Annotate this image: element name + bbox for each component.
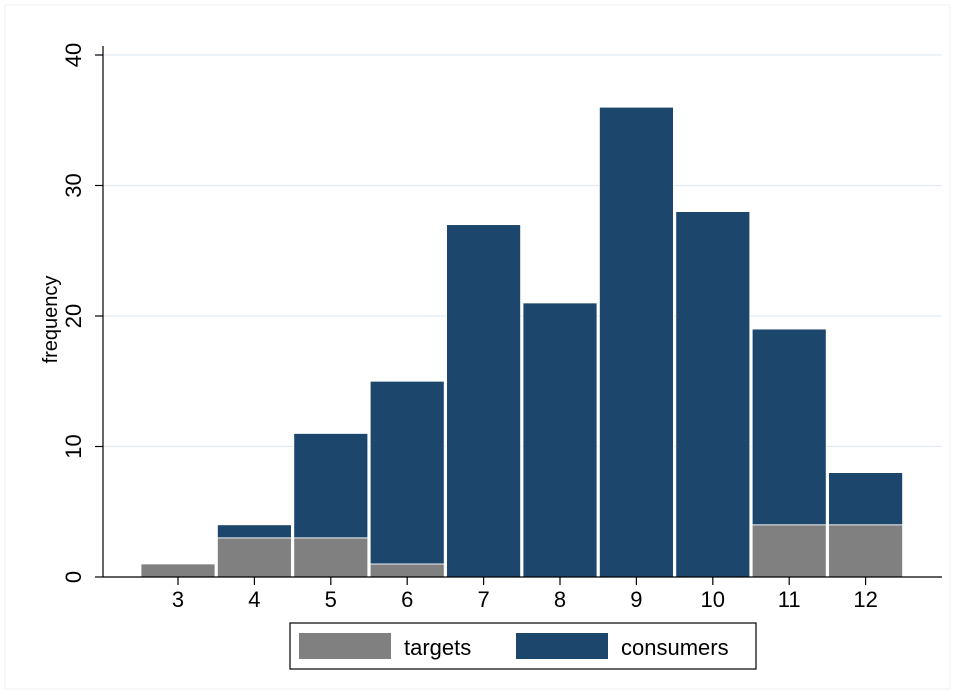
x-tick-label: 6 (401, 587, 413, 612)
bar-targets-12 (828, 524, 903, 578)
legend-swatch-targets (299, 633, 391, 659)
x-tick-label: 5 (325, 587, 337, 612)
legend-swatch-consumers (516, 633, 608, 659)
bar-consumers-10 (675, 211, 751, 578)
bar-consumers-11 (751, 328, 827, 526)
y-tick-label: 40 (61, 43, 86, 67)
bar-consumers-9 (599, 106, 674, 578)
bar-targets-3 (140, 563, 216, 578)
x-tick-label: 12 (853, 587, 877, 612)
x-tick-label: 10 (701, 587, 725, 612)
x-tick-label: 9 (630, 587, 642, 612)
bar-consumers-5 (293, 433, 369, 539)
bar-targets-5 (293, 537, 369, 578)
x-tick-label: 11 (778, 587, 801, 612)
bar-consumers-12 (828, 472, 903, 526)
bar-targets-11 (751, 524, 827, 578)
y-tick-label: 20 (61, 304, 86, 328)
legend-label-targets: targets (404, 635, 471, 660)
x-tick-label: 3 (172, 587, 184, 612)
bar-consumers-8 (522, 302, 598, 578)
x-tick-label: 4 (248, 587, 260, 612)
bar-consumers-4 (216, 524, 292, 539)
x-tick-label: 7 (477, 587, 489, 612)
y-axis-label: frequency (40, 276, 62, 364)
y-tick-label: 0 (61, 571, 86, 583)
bar-consumers-6 (369, 380, 445, 565)
legend: targets consumers (289, 622, 757, 670)
bar-targets-6 (369, 563, 445, 578)
bar-targets-4 (216, 537, 292, 578)
y-tick-label: 30 (61, 173, 86, 197)
bars (140, 106, 903, 578)
x-axis-ticks: 3 4 5 6 7 8 9 10 11 12 (172, 577, 878, 612)
y-axis-ticks: 0 10 20 30 40 (61, 43, 103, 583)
x-tick-label: 8 (554, 587, 566, 612)
y-tick-label: 10 (61, 434, 86, 458)
bar-consumers-7 (446, 224, 522, 578)
legend-label-consumers: consumers (621, 635, 729, 660)
